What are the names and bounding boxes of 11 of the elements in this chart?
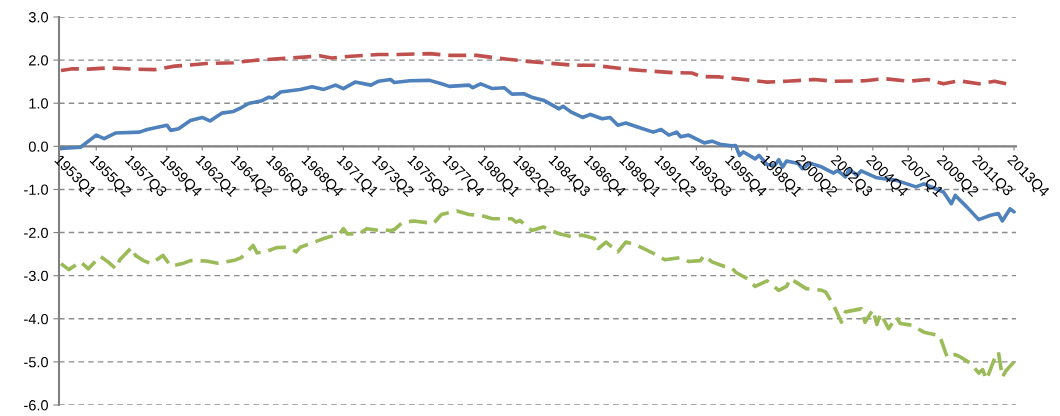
y-tick-label: -1.0 bbox=[24, 184, 49, 195]
y-tick-label: 2.0 bbox=[29, 55, 49, 66]
y-tick-label: -5.0 bbox=[24, 356, 49, 368]
line-series bbox=[59, 51, 1009, 86]
y-tick-label: -2.0 bbox=[24, 227, 49, 238]
y-tick-label: -4.0 bbox=[24, 313, 49, 325]
y-tick-label: -3.0 bbox=[24, 270, 49, 282]
y-tick-label: -6.0 bbox=[24, 400, 49, 411]
y-tick-label: 0.0 bbox=[28, 141, 49, 152]
y-tick-label: 1.0 bbox=[29, 98, 49, 109]
y-tick-label: 3.0 bbox=[28, 12, 49, 23]
